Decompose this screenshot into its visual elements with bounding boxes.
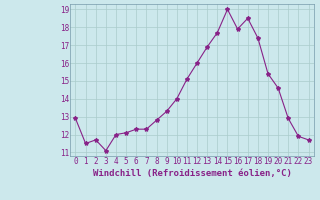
X-axis label: Windchill (Refroidissement éolien,°C): Windchill (Refroidissement éolien,°C) [92,169,292,178]
